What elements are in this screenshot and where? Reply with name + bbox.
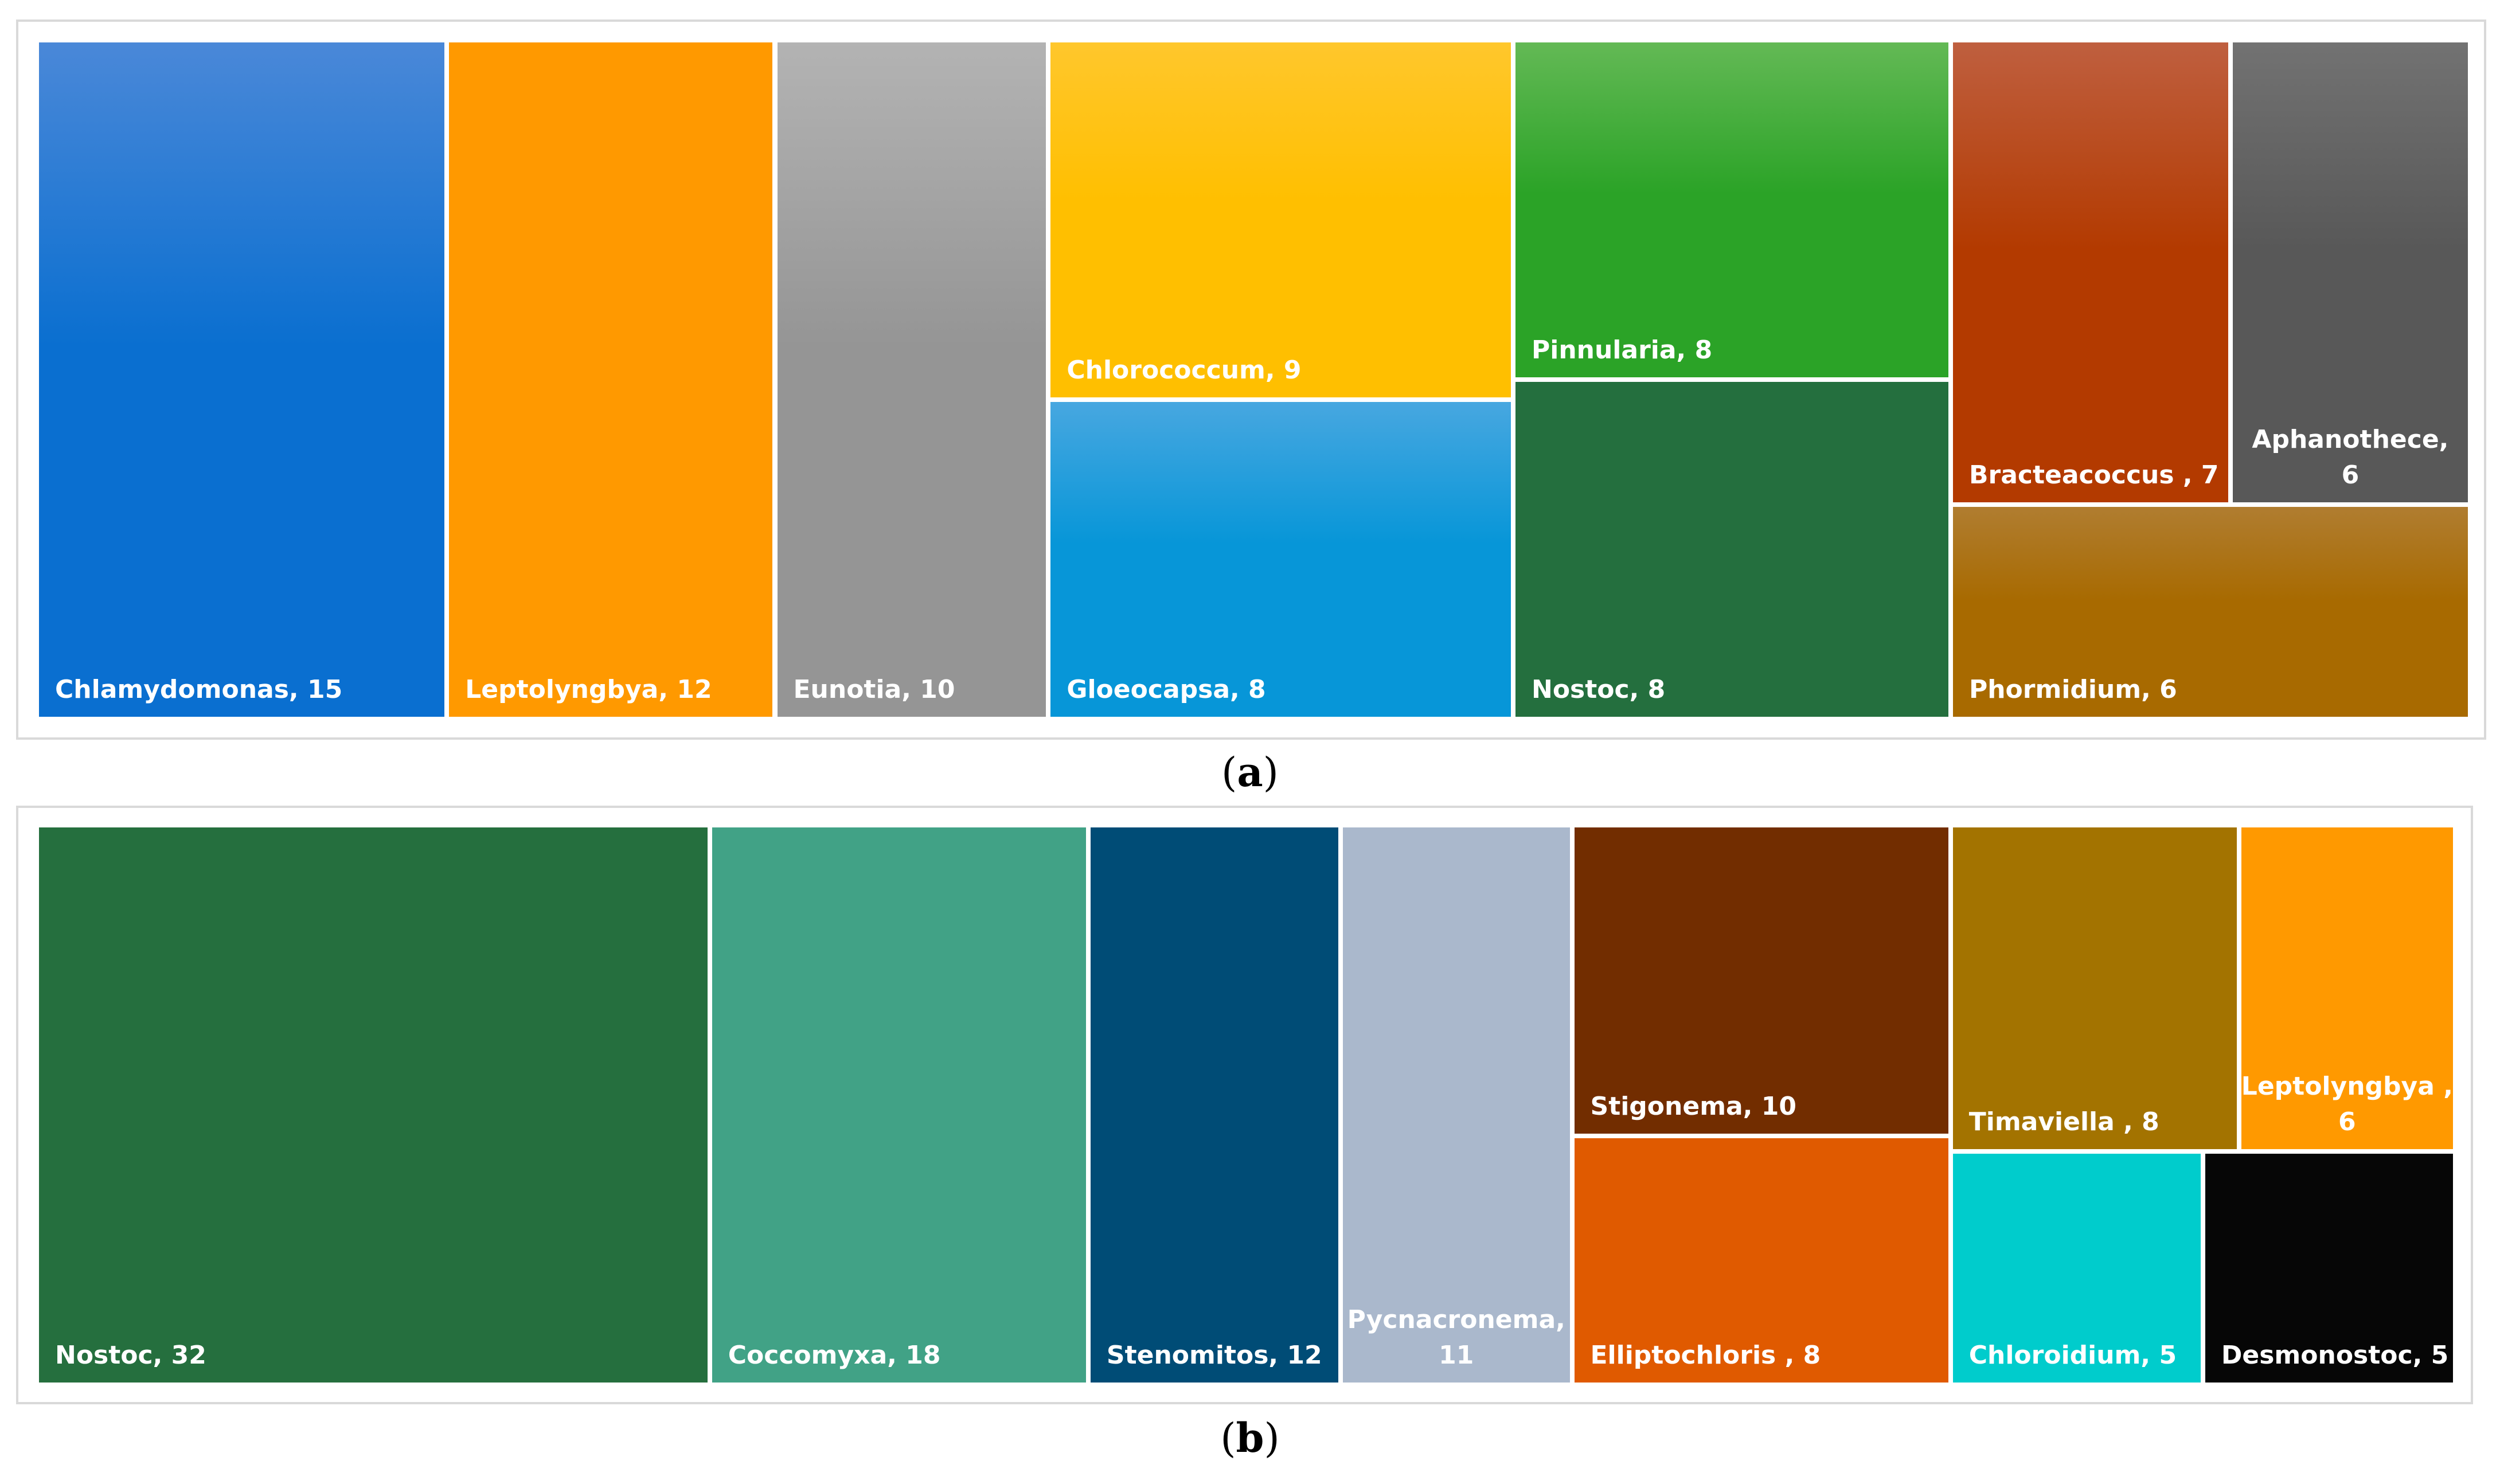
treemap-tile-b-desmonostoc: Desmonostoc, 5 <box>2202 1151 2455 1385</box>
treemap-tile-label: Coccomyxa, 18 <box>728 1341 941 1370</box>
treemap-tile-a-phormidium: Phormidium, 6 <box>1950 505 2470 719</box>
treemap-tile-a-pinnularia: Pinnularia, 8 <box>1513 40 1951 380</box>
treemap-tile-a-aphanothece: Aphanothece, 6 <box>2230 40 2470 505</box>
treemap-tile-label: Pinnularia, 8 <box>1532 335 1713 365</box>
treemap-tile-label: Nostoc, 8 <box>1532 675 1666 704</box>
treemap-tile-label: Phormidium, 6 <box>1968 674 2177 704</box>
treemap-tile-a-eunotia: Eunotia, 10 <box>775 40 1049 719</box>
treemap-tile-label: Desmonostoc, 5 <box>2221 1340 2449 1370</box>
treemap-tile-label: Bracteacoccus , 7 <box>1968 460 2219 490</box>
treemap-tile-label: Chlorococcum, 9 <box>1067 355 1302 385</box>
treemap-plot-a: Chlamydomonas, 15 Leptolyngbya, 12 Eunotia… <box>37 40 2470 719</box>
treemap-tile-b-stenomitos: Stenomitos, 12 <box>1088 825 1341 1385</box>
treemap-tile-a-chlorococcum: Chlorococcum, 9 <box>1048 40 1513 400</box>
treemap-tile-label: Pycnacronema, 11 <box>1347 1305 1565 1370</box>
treemap-tile-label: Timaviella , 8 <box>1968 1107 2159 1137</box>
caption-a: (a) <box>1221 748 1279 796</box>
treemap-tile-label: Leptolyngbya , 6 <box>2241 1072 2453 1137</box>
treemap-tile-label: Nostoc, 32 <box>55 1341 206 1370</box>
treemap-tile-a-gloeocapsa: Gloeocapsa, 8 <box>1048 399 1513 719</box>
treemap-plot-b: Nostoc, 32 Coccomyxa, 18 Stenomitos, 12 Pyc… <box>37 825 2455 1385</box>
treemap-tile-label: Gloeocapsa, 8 <box>1067 674 1266 704</box>
treemap-tile-label: Stenomitos, 12 <box>1106 1341 1322 1370</box>
treemap-tile-label: Aphanothece, 6 <box>2252 425 2449 490</box>
treemap-tile-label: Eunotia, 10 <box>793 675 955 704</box>
treemap-tile-b-pycnacronema: Pycnacronema, 11 <box>1341 825 1572 1385</box>
treemap-tile-b-nostoc: Nostoc, 32 <box>37 825 710 1385</box>
treemap-tile-b-stigonema: Stigonema, 10 <box>1572 825 1951 1137</box>
treemap-tile-a-nostoc: Nostoc, 8 <box>1513 380 1951 719</box>
treemap-tile-label: Leptolyngbya, 12 <box>465 675 712 704</box>
treemap-tile-label: Chloroidium, 5 <box>1968 1340 2177 1370</box>
treemap-tile-a-chlamydomonas: Chlamydomonas, 15 <box>37 40 447 719</box>
treemap-tile-b-coccomyxa: Coccomyxa, 18 <box>709 825 1088 1385</box>
treemap-tile-label: Elliptochloris , 8 <box>1590 1340 1821 1370</box>
caption-b: (b) <box>1220 1414 1280 1462</box>
treemap-tile-b-timaviella: Timaviella , 8 <box>1950 825 2239 1152</box>
treemap-panel-b: Nostoc, 32 Coccomyxa, 18 Stenomitos, 12 Pyc… <box>16 806 2473 1404</box>
treemap-tile-b-elliptochloris: Elliptochloris , 8 <box>1572 1136 1951 1385</box>
treemap-tile-label: Chlamydomonas, 15 <box>55 675 343 704</box>
treemap-tile-b-chloroidium: Chloroidium, 5 <box>1950 1151 2203 1385</box>
treemap-tile-a-bracteacoccus: Bracteacoccus , 7 <box>1950 40 2231 505</box>
treemap-tile-a-leptolyngbya: Leptolyngbya, 12 <box>447 40 775 719</box>
treemap-tile-label: Stigonema, 10 <box>1590 1092 1797 1122</box>
treemap-panel-a: Chlamydomonas, 15 Leptolyngbya, 12 Eunotia… <box>16 19 2486 740</box>
treemap-tile-b-leptolyngbya: Leptolyngbya , 6 <box>2239 825 2455 1152</box>
